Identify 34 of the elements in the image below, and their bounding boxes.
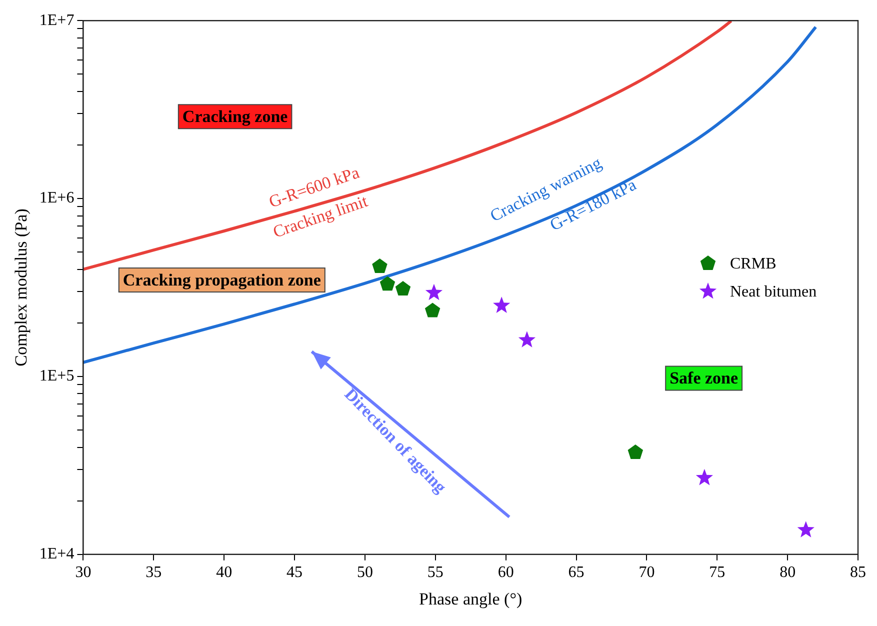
- x-tick-label: 30: [75, 564, 92, 582]
- point: [372, 258, 388, 273]
- x-axis-title: Phase angle (°): [419, 589, 522, 608]
- y-tick-label: 1E+7: [39, 12, 74, 29]
- x-tick-label: 70: [638, 564, 655, 582]
- x-tick-label: 35: [146, 564, 162, 582]
- point: [493, 296, 510, 313]
- point: [696, 468, 714, 486]
- x-tick-label: 55: [427, 564, 444, 582]
- point: [518, 331, 536, 348]
- legend-label: CRMB: [730, 256, 776, 273]
- x-tick-label: 75: [709, 564, 726, 582]
- point: [395, 281, 411, 296]
- y-tick-label: 1E+4: [39, 546, 74, 563]
- x-tick-label: 80: [780, 564, 796, 582]
- line-series: [83, 26, 818, 364]
- annotation: Safe zone: [670, 368, 738, 388]
- y-tick-label: 1E+5: [39, 368, 74, 385]
- x-tick-label: 40: [216, 564, 232, 582]
- point: [380, 276, 396, 291]
- point: [797, 521, 814, 538]
- x-tick-label: 45: [286, 564, 303, 582]
- y-axis-title: Complex modulus (Pa): [12, 208, 31, 366]
- annotation: Cracking propagation zone: [122, 270, 322, 290]
- x-tick-label: 50: [356, 564, 373, 582]
- annotation: Cracking zone: [182, 107, 288, 126]
- point: [424, 302, 440, 318]
- legend-label: Neat bitumen: [730, 284, 817, 301]
- x-tick-label: 60: [498, 564, 514, 582]
- y-tick-label: 1E+6: [39, 190, 74, 207]
- x-tick-label: 65: [568, 564, 584, 582]
- point: [425, 284, 443, 300]
- point: [628, 444, 644, 459]
- x-tick-label: 85: [850, 564, 866, 582]
